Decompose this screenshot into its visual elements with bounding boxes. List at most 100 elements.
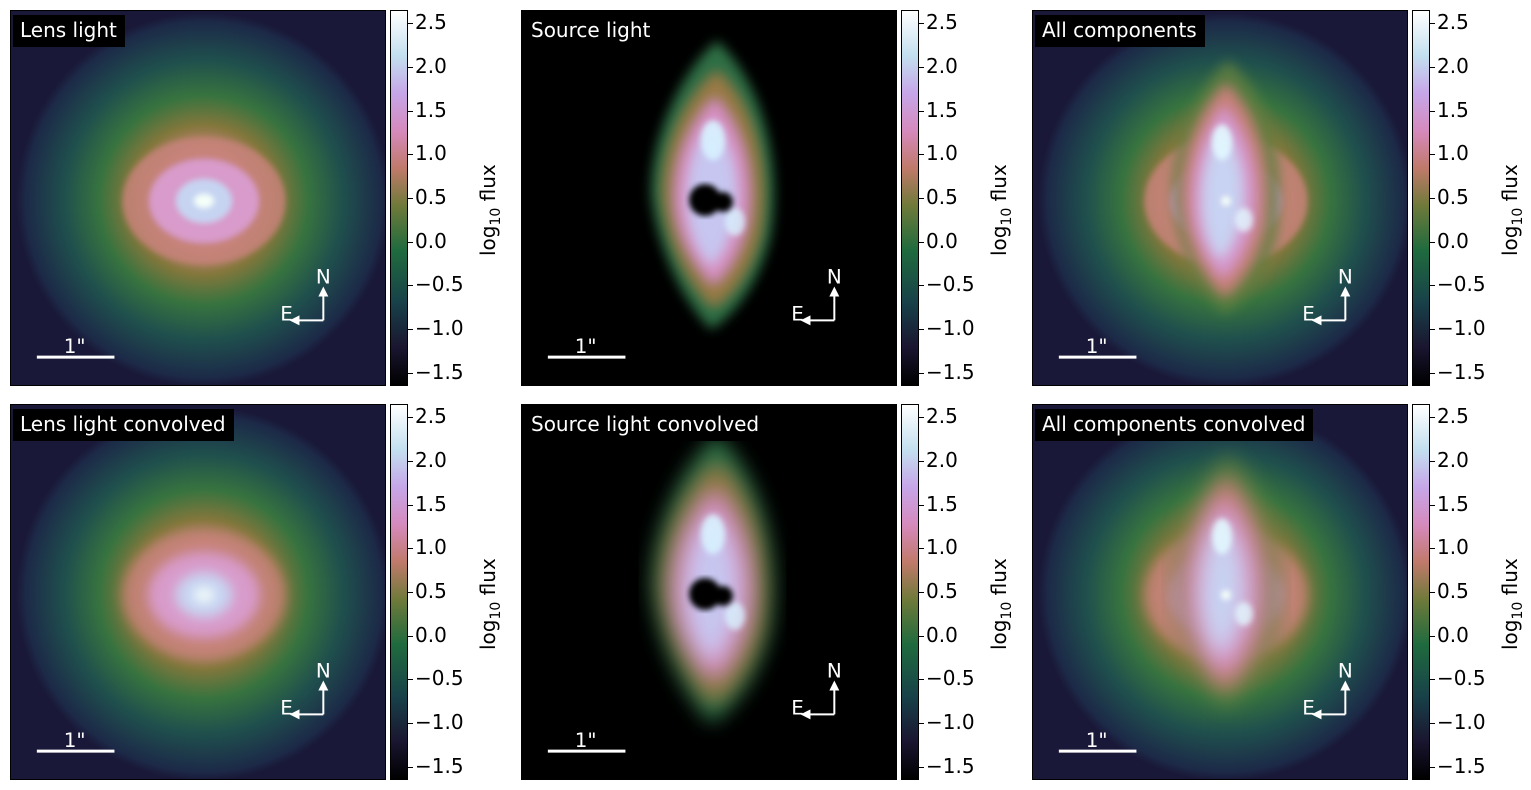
colorbar-tick <box>408 198 413 199</box>
colorbar-tick <box>408 67 413 68</box>
colorbar-tick <box>1430 548 1435 549</box>
compass-east-label: E <box>280 696 293 719</box>
colorbar-tick-label: −1.5 <box>926 360 975 384</box>
compass-north-label: N <box>1338 266 1353 289</box>
colorbar-tick-label: 1.5 <box>415 98 447 122</box>
colorbar-tick <box>919 548 924 549</box>
colorbar-tick-label: 1.0 <box>415 141 447 165</box>
colorbar-tick <box>408 548 413 549</box>
colorbar-tick-label: 2.5 <box>415 10 447 34</box>
colorbar-tick <box>1430 679 1435 680</box>
colorbar-tick-label: 0.0 <box>415 623 447 647</box>
colorbar <box>390 10 408 386</box>
colorbar-tick <box>1430 242 1435 243</box>
colorbar-tick-label: 2.0 <box>926 54 958 78</box>
compass: NE <box>1302 266 1353 326</box>
colorbar-tick <box>919 154 924 155</box>
compass-north-label: N <box>1338 660 1353 683</box>
compass: NE <box>791 660 842 720</box>
colorbar-tick-label: 2.5 <box>1437 10 1469 34</box>
colorbar-tick <box>919 767 924 768</box>
colorbar-tick-label: −0.5 <box>1437 272 1486 296</box>
colorbar-tick-label: 1.0 <box>926 535 958 559</box>
colorbar-title: log10 flux <box>476 164 504 256</box>
colorbar-tick-label: −1.0 <box>1437 316 1486 340</box>
colorbar-tick-label: −0.5 <box>926 666 975 690</box>
colorbar-tick <box>1430 723 1435 724</box>
colorbar-title: log10 flux <box>987 558 1015 650</box>
colorbar-tick-label: 2.0 <box>1437 54 1469 78</box>
colorbar-tick <box>1430 461 1435 462</box>
colorbar-tick <box>1430 67 1435 68</box>
compass: NE <box>1302 660 1353 720</box>
colorbar-tick <box>1430 767 1435 768</box>
colorbar-tick <box>408 23 413 24</box>
compass: NE <box>791 266 842 326</box>
compass: NE <box>280 266 331 326</box>
colorbar-tick-label: −1.0 <box>1437 710 1486 734</box>
colorbar-tick <box>408 154 413 155</box>
colorbar-tick <box>919 23 924 24</box>
compass-north-label: N <box>316 266 331 289</box>
colorbar-tick-label: −1.0 <box>415 316 464 340</box>
colorbar-tick-label: −1.5 <box>926 754 975 778</box>
colorbar-tick <box>919 417 924 418</box>
colorbar-tick-label: −1.0 <box>415 710 464 734</box>
colorbar-tick-label: 1.0 <box>1437 535 1469 559</box>
colorbar-tick-label: 1.5 <box>1437 492 1469 516</box>
compass-east-label: E <box>791 302 804 325</box>
panel-title: Lens light convolved <box>13 409 234 441</box>
colorbar-tick-label: −1.5 <box>1437 360 1486 384</box>
colorbar-tick-label: −1.5 <box>415 360 464 384</box>
colorbar-tick-label: 1.0 <box>415 535 447 559</box>
panel-source-light: 1" N E Source light <box>521 10 897 386</box>
colorbar-tick <box>1430 154 1435 155</box>
colorbar-tick-label: 0.5 <box>1437 579 1469 603</box>
colorbar-tick-label: −0.5 <box>415 666 464 690</box>
colorbar-tick <box>408 461 413 462</box>
combined-arc-image <box>1172 60 1281 314</box>
colorbar-tick-label: 2.5 <box>926 10 958 34</box>
panel-title: Source light <box>524 15 659 47</box>
colorbar-tick-label: 0.5 <box>415 579 447 603</box>
colorbar-tick <box>1430 417 1435 418</box>
colorbar-tick-label: 1.5 <box>926 492 958 516</box>
colorbar-title: log10 flux <box>1498 164 1526 256</box>
colorbar-tick-label: 1.0 <box>926 141 958 165</box>
colorbar-tick-label: −0.5 <box>1437 666 1486 690</box>
panel-lens-light: 1" N E Lens light <box>10 10 386 386</box>
colorbar-tick <box>408 592 413 593</box>
colorbar-tick <box>408 373 413 374</box>
colorbar-tick-label: −0.5 <box>926 272 975 296</box>
panel-all-components: 1" N E All components <box>1032 10 1408 386</box>
colorbar <box>1412 404 1430 780</box>
colorbar-tick-label: 0.0 <box>926 229 958 253</box>
panel-source-light-convolved: 1" N E Source light convolved <box>521 404 897 780</box>
colorbar-tick <box>408 329 413 330</box>
colorbar-tick-label: 0.5 <box>926 579 958 603</box>
panel-title: All components convolved <box>1035 409 1314 441</box>
compass-north-label: N <box>827 660 842 683</box>
compass-north-label: N <box>316 660 331 683</box>
colorbar <box>901 10 919 386</box>
colorbar-tick <box>919 242 924 243</box>
colorbar-tick <box>1430 285 1435 286</box>
colorbar-tick <box>919 461 924 462</box>
colorbar-tick <box>919 723 924 724</box>
colorbar-tick <box>408 505 413 506</box>
colorbar-tick-label: 1.5 <box>1437 98 1469 122</box>
colorbar-tick <box>1430 329 1435 330</box>
scale-bar-label: 1" <box>1086 729 1108 752</box>
colorbar-tick-label: 2.0 <box>415 448 447 472</box>
scale-bar-label: 1" <box>64 335 86 358</box>
colorbar-tick <box>919 67 924 68</box>
colorbar-tick <box>408 636 413 637</box>
compass: NE <box>280 660 331 720</box>
colorbar-tick <box>1430 373 1435 374</box>
colorbar-title: log10 flux <box>1498 558 1526 650</box>
colorbar-tick <box>919 636 924 637</box>
colorbar-tick <box>1430 505 1435 506</box>
colorbar-tick <box>1430 198 1435 199</box>
panel-lens-light-convolved: 1" N E Lens light convolved <box>10 404 386 780</box>
colorbar-tick-label: 0.0 <box>926 623 958 647</box>
